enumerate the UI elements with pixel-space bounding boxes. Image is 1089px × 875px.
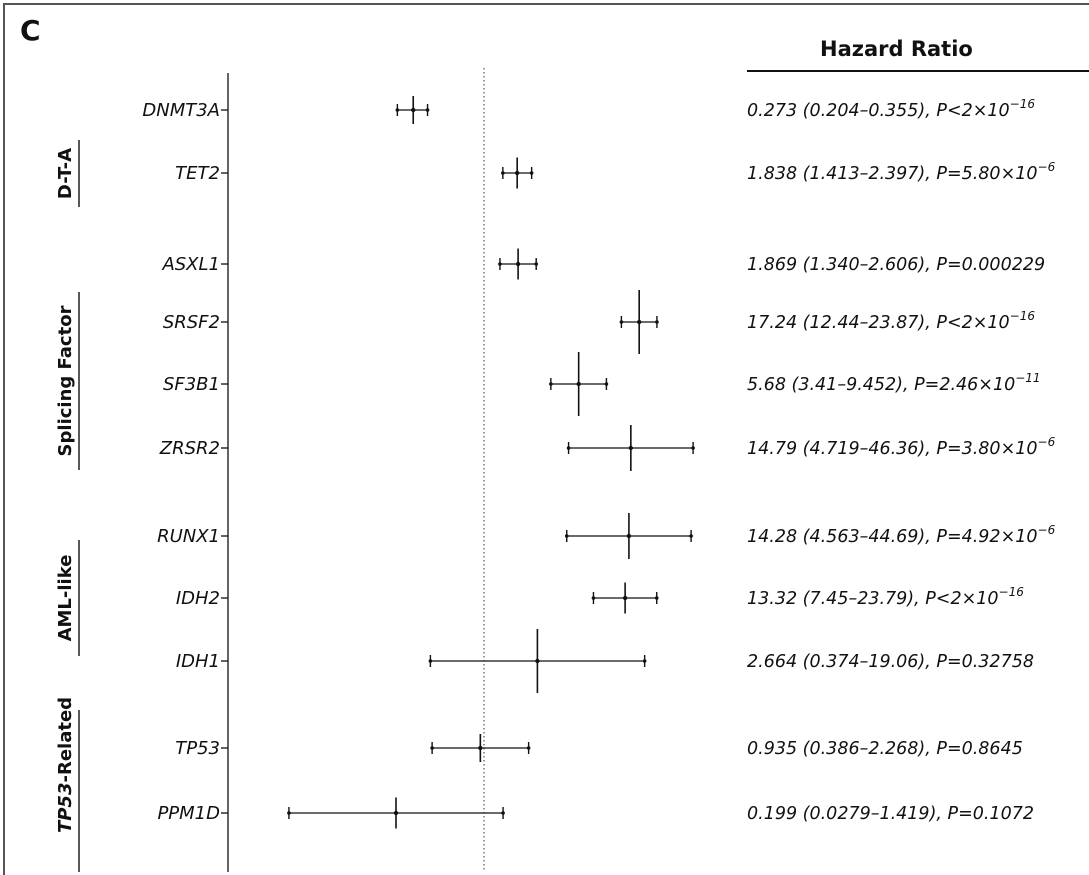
ci-dot-high (534, 262, 539, 266)
group-label: TP53-Related (55, 697, 76, 833)
group-label: AML-like (55, 555, 76, 642)
hazard-ratio-label: 0.273 (0.204–0.355), P<2×10−16 (747, 97, 1035, 121)
point-estimate-dot (628, 445, 634, 451)
hazard-ratio-label: 13.32 (7.45–23.79), P<2×10−16 (747, 585, 1024, 609)
ci-dot-low (287, 811, 291, 815)
hazard-ratio-label: 5.68 (3.41–9.452), P=2.46×10−11 (747, 371, 1041, 395)
hazard-ratio-label: 1.869 (1.340–2.606), P=0.000229 (747, 255, 1045, 275)
ci-dot-high (654, 596, 659, 600)
panel-letter: C (20, 14, 41, 47)
gene-label: PPM1D (157, 803, 220, 824)
point-estimate-dot (576, 381, 581, 387)
hazard-ratio-label: 0.199 (0.0279–1.419), P=0.1072 (747, 804, 1034, 824)
ci-dot-low (395, 108, 400, 112)
point-estimate-dot (626, 533, 632, 539)
ci-dot-high (529, 171, 534, 175)
ci-dot-low (501, 171, 505, 175)
gene-label: DNMT3A (142, 100, 220, 121)
hazard-ratio-label: 14.79 (4.719–46.36), P=3.80×10−6 (747, 435, 1056, 459)
gene-label: ASXL1 (161, 254, 220, 275)
header-rule (747, 70, 1089, 72)
gene-label: SRSF2 (163, 312, 220, 333)
group-label: Splicing Factor (55, 305, 76, 456)
ci-dot-low (566, 446, 571, 450)
ci-dot-high (642, 659, 647, 663)
hazard-ratio-label: 1.838 (1.413–2.397), P=5.80×10−6 (747, 160, 1056, 184)
point-estimate-dot (636, 319, 642, 325)
ci-dot-high (655, 320, 659, 324)
ci-dot-high (501, 811, 505, 815)
hazard-ratio-header: Hazard Ratio (820, 37, 973, 61)
point-estimate-dot (514, 170, 520, 176)
ci-dot-low (498, 262, 502, 266)
gene-label: ZRSR2 (159, 438, 220, 459)
hazard-ratio-label: 17.24 (12.44–23.87), P<2×10−16 (747, 309, 1035, 333)
ci-dot-low (549, 382, 553, 386)
ci-dot-low (619, 320, 624, 324)
ci-dot-low (591, 596, 596, 600)
point-estimate-dot (478, 745, 483, 751)
point-estimate-dot (622, 595, 628, 601)
ci-dot-high (604, 382, 609, 386)
point-estimate-dot (411, 107, 416, 113)
ci-dot-high (689, 534, 693, 538)
gene-label: SF3B1 (163, 374, 220, 395)
ci-dot-high (691, 446, 695, 450)
hazard-ratio-label: 14.28 (4.563–44.69), P=4.92×10−6 (747, 523, 1056, 547)
ci-dot-high (425, 108, 430, 112)
ci-dot-low (428, 659, 433, 663)
gene-label: RUNX1 (157, 526, 220, 547)
hazard-ratio-label: 0.935 (0.386–2.268), P=0.8645 (747, 739, 1023, 759)
point-estimate-dot (393, 810, 399, 816)
gene-label: IDH2 (176, 588, 220, 609)
point-estimate-dot (535, 658, 540, 664)
point-estimate-dot (515, 261, 521, 267)
figure-frame (3, 3, 1089, 875)
gene-label: TP53 (175, 738, 220, 759)
gene-label: IDH1 (176, 651, 220, 672)
group-label: D-T-A (55, 148, 76, 199)
ci-dot-low (564, 534, 569, 538)
ci-dot-high (526, 746, 531, 750)
ci-dot-low (430, 746, 434, 750)
hazard-ratio-label: 2.664 (0.374–19.06), P=0.32758 (747, 652, 1034, 672)
gene-label: TET2 (175, 163, 220, 184)
